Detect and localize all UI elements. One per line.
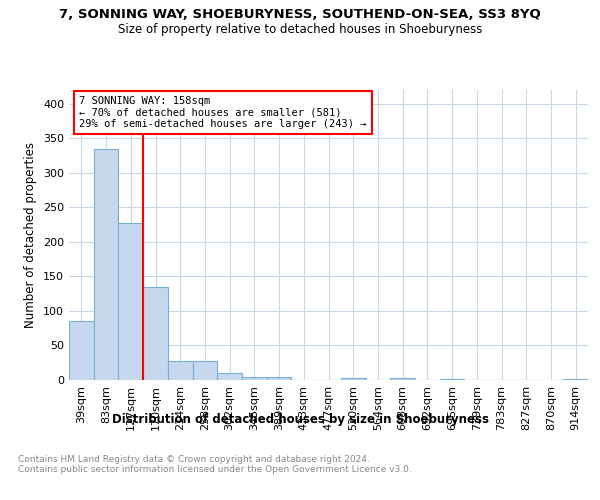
Bar	[242, 377, 267, 380]
Bar	[217, 373, 242, 380]
Bar	[118, 222, 143, 380]
Y-axis label: Number of detached properties: Number of detached properties	[25, 142, 37, 328]
Bar	[390, 378, 415, 380]
Bar	[94, 148, 118, 380]
Text: 7 SONNING WAY: 158sqm
← 70% of detached houses are smaller (581)
29% of semi-det: 7 SONNING WAY: 158sqm ← 70% of detached …	[79, 96, 367, 129]
Text: Contains HM Land Registry data © Crown copyright and database right 2024.
Contai: Contains HM Land Registry data © Crown c…	[18, 455, 412, 474]
Bar	[168, 360, 193, 380]
Bar	[193, 360, 217, 380]
Text: Size of property relative to detached houses in Shoeburyness: Size of property relative to detached ho…	[118, 22, 482, 36]
Bar	[341, 378, 365, 380]
Text: Distribution of detached houses by size in Shoeburyness: Distribution of detached houses by size …	[112, 412, 488, 426]
Bar	[440, 378, 464, 380]
Text: 7, SONNING WAY, SHOEBURYNESS, SOUTHEND-ON-SEA, SS3 8YQ: 7, SONNING WAY, SHOEBURYNESS, SOUTHEND-O…	[59, 8, 541, 20]
Bar	[69, 322, 94, 380]
Bar	[143, 287, 168, 380]
Bar	[267, 377, 292, 380]
Bar	[563, 378, 588, 380]
